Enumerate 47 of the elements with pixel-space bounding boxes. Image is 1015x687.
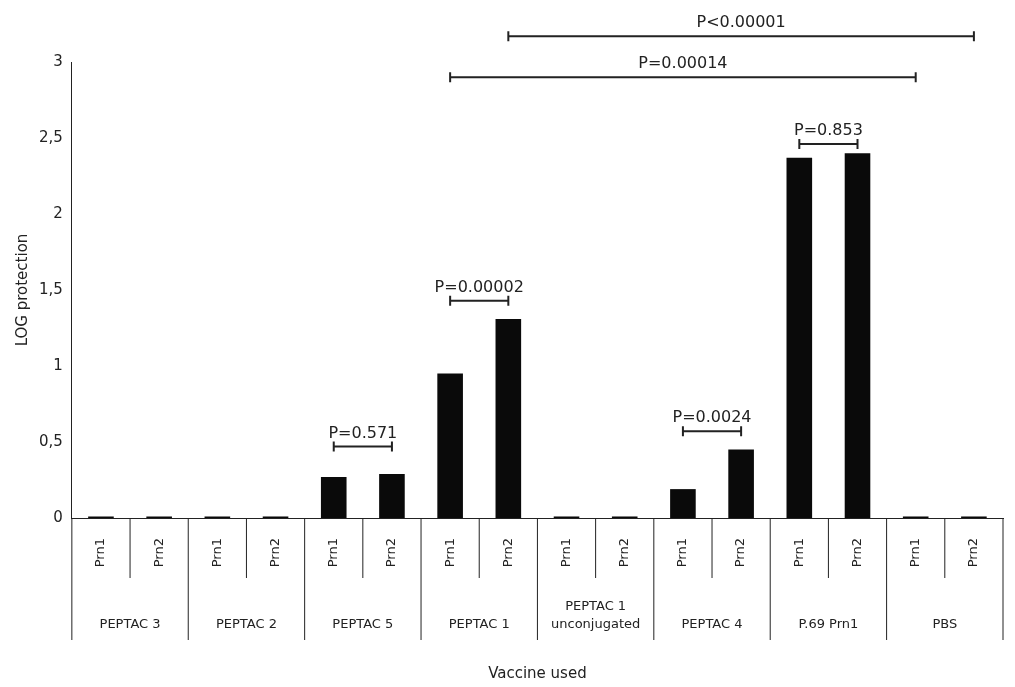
text: PEPTAC 2 [215,616,277,631]
x-tick-label: Prn2 [616,538,632,568]
annotation: P=0.0024 [672,407,752,427]
text: P<0.00001 [696,12,786,32]
x-tick-label: Prn1 [92,538,108,568]
text: PEPTAC 4 [681,616,743,631]
y-tick-label: 0,5 [39,431,63,450]
bar [670,489,696,518]
y-tick-label: 3 [53,51,63,70]
x-tick-label: Prn1 [325,538,341,568]
bar [379,473,405,518]
x-tick-label: Prn1 [557,538,573,568]
bar [320,476,347,518]
annotation: P=0.00014 [638,53,728,73]
text: PBS [932,616,958,631]
annotation: P=0.00002 [434,276,524,296]
text: PEPTAC 1 unconjugated [551,598,641,631]
x-tick-label: Prn2 [383,538,399,568]
text: P.69 Prn1 [798,616,859,631]
x-tick-label: Prn2 [499,538,515,568]
x-tick-label: Prn1 [441,538,457,568]
bar [786,157,813,518]
x-tick-label: Prn1 [674,538,690,568]
x-tick-label: Prn1 [208,538,224,568]
x-tick-label: Prn2 [732,538,748,568]
y-axis-title: LOG protection [12,233,31,347]
x-tick-label: Prn2 [150,538,166,568]
x-tick-label: Prn2 [848,538,864,568]
bar [495,318,522,518]
x-tick-label: Prn2 [965,538,981,568]
x-tick-label: Prn1 [907,538,923,568]
annotation: P=0.571 [328,422,398,442]
y-tick-label: 0 [53,507,63,526]
bar [844,153,871,518]
y-tick-label: 1,5 [39,279,63,298]
x-tick-label: Prn1 [790,538,806,568]
bar [437,373,463,518]
text: PEPTAC 3 [99,616,161,631]
y-tick-label: 1 [53,355,63,374]
text: PEPTAC 5 [332,616,394,631]
text: PEPTAC 1 [448,616,510,631]
x-tick-label: Prn2 [266,538,282,568]
annotation: P=0.853 [793,120,863,140]
y-tick-label: 2 [53,203,63,222]
bar [728,449,754,518]
text: Vaccine used [488,664,587,682]
y-tick-label: 2,5 [39,127,63,146]
